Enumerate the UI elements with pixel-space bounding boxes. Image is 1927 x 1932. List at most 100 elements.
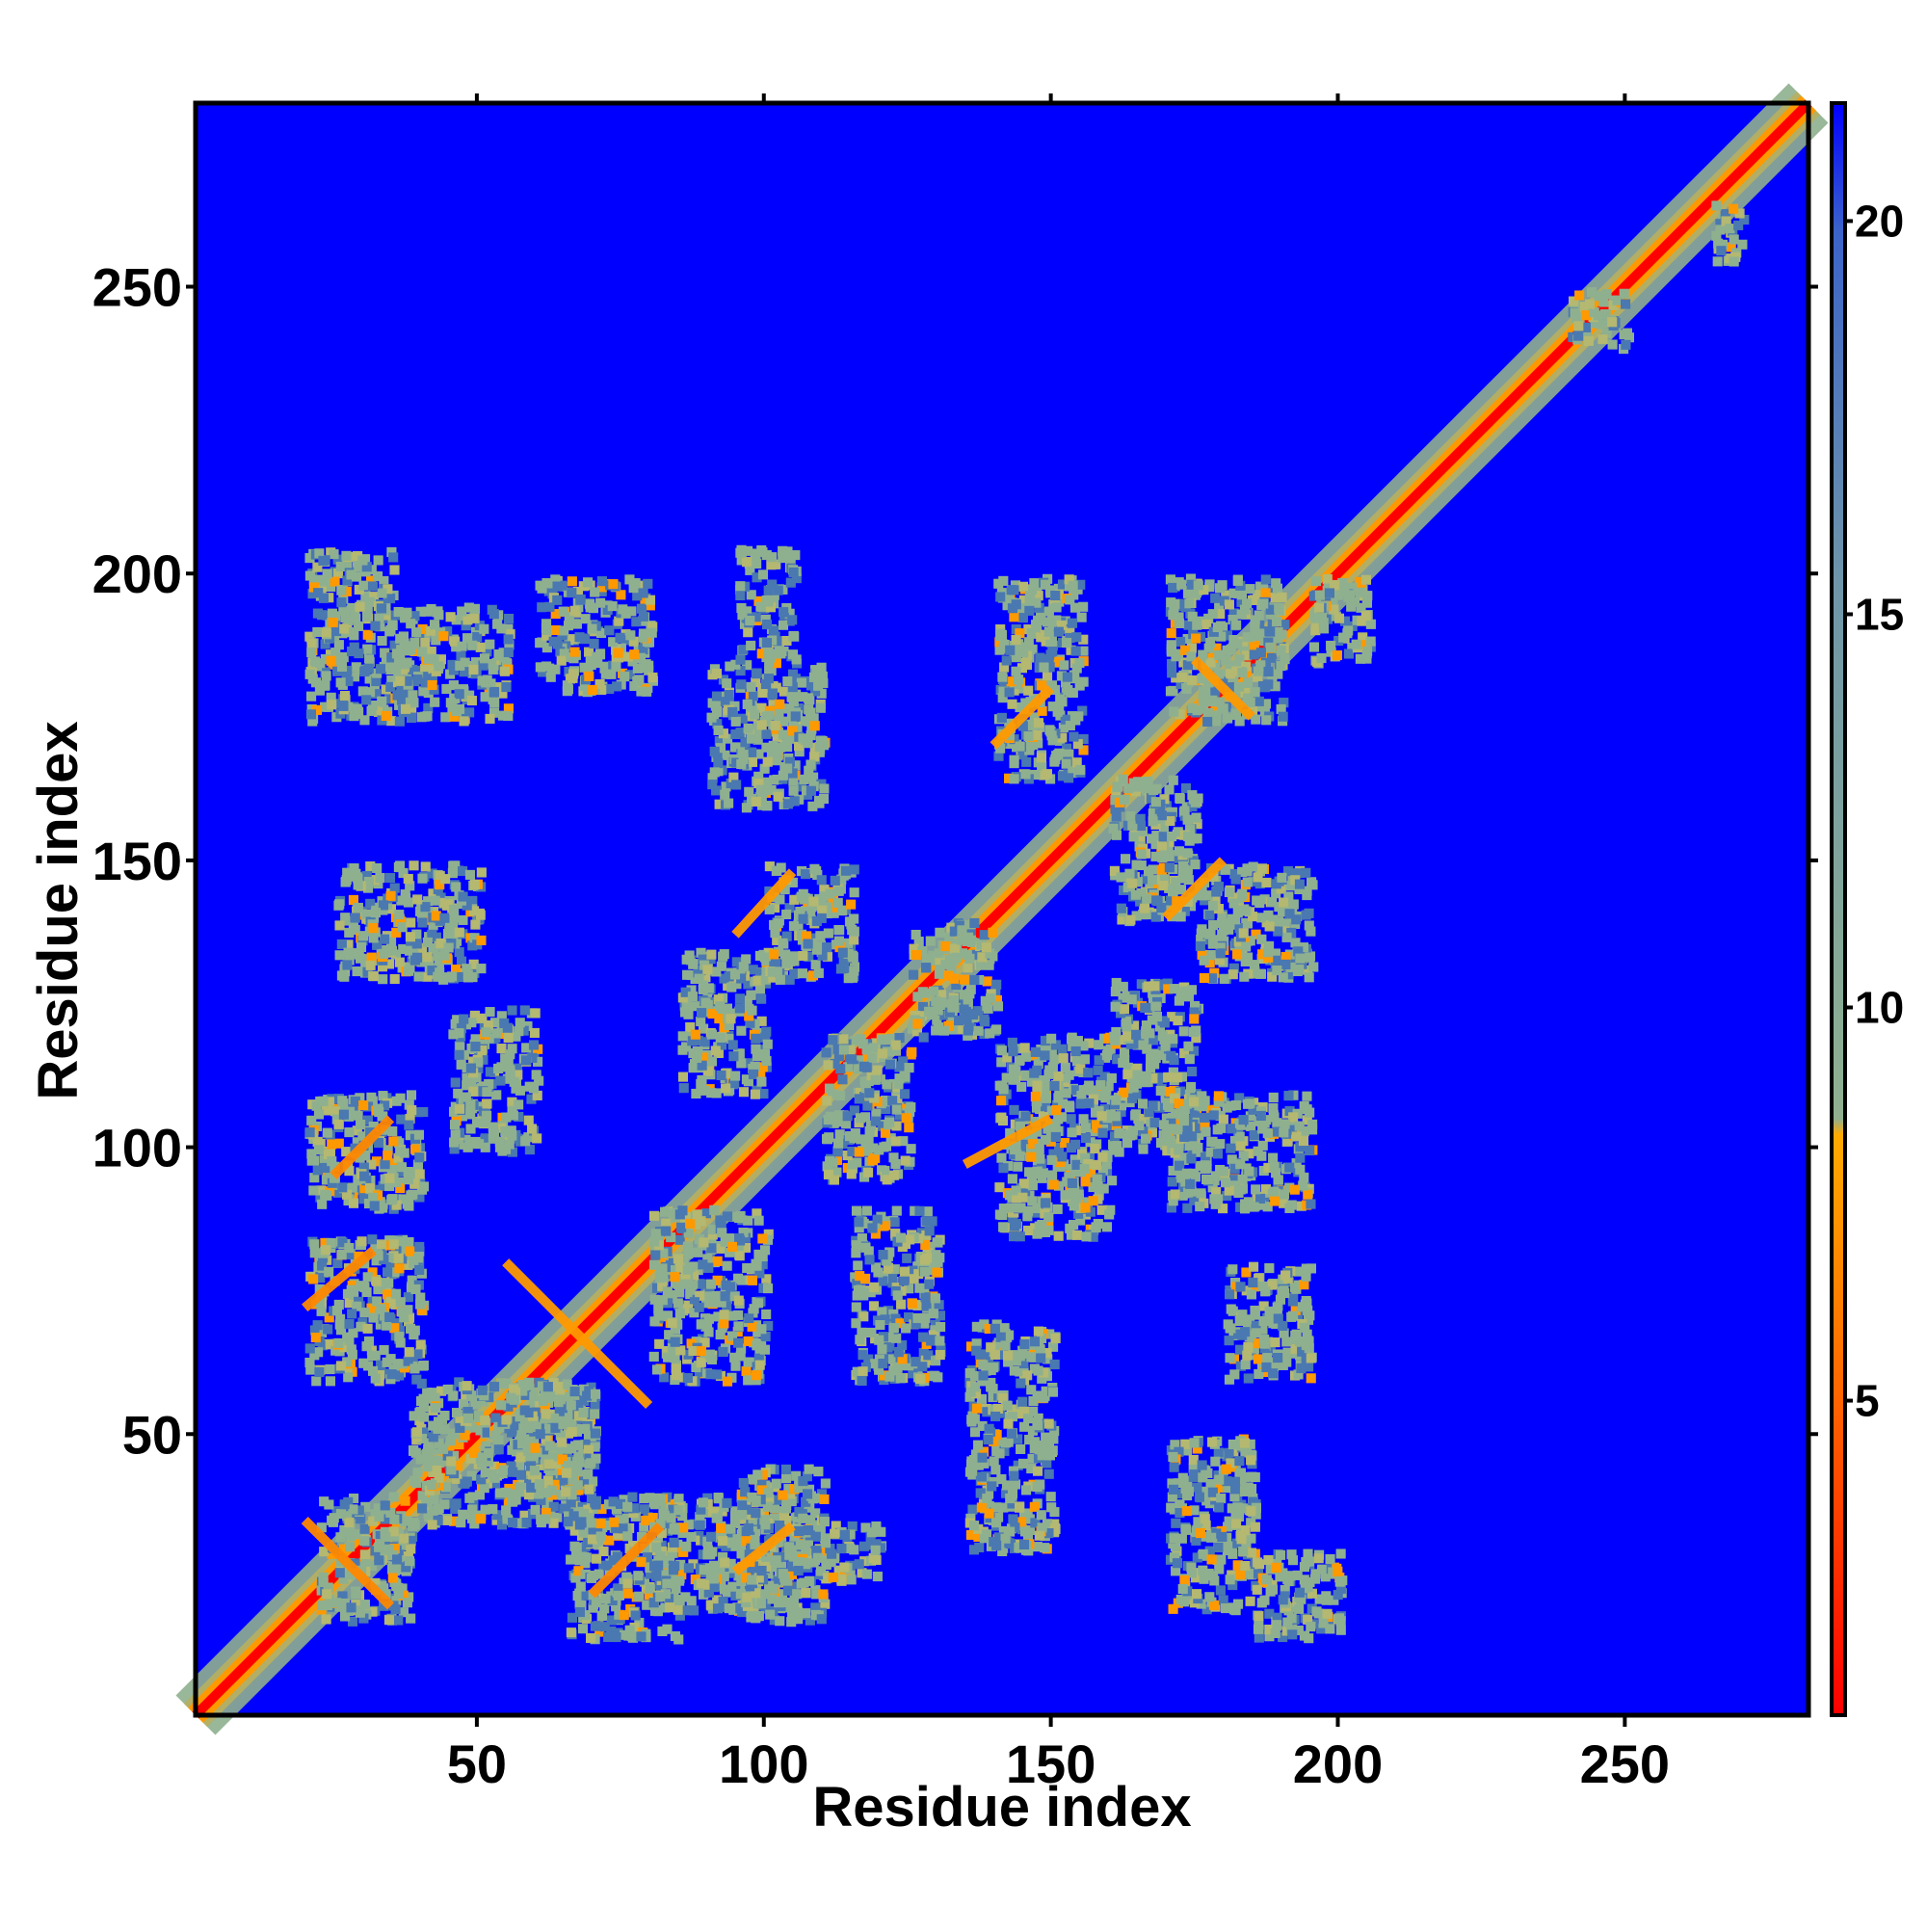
contact-cell: [838, 1034, 849, 1045]
contact-cell: [764, 1494, 775, 1504]
contact-cell: [765, 602, 777, 613]
contact-cell: [353, 550, 363, 562]
contact-cell: [721, 781, 731, 792]
contact-cell: [419, 1412, 430, 1422]
contact-cell: [711, 1513, 722, 1523]
contact-cell: [661, 1226, 672, 1236]
contact-cell: [322, 1127, 332, 1138]
contact-cell: [743, 1375, 753, 1386]
contact-cell: [936, 1342, 946, 1353]
contact-cell: [854, 1094, 864, 1104]
contact-cell: [681, 1000, 692, 1011]
contact-cell: [761, 1274, 772, 1284]
contact-cell: [497, 1469, 508, 1479]
contact-cell: [383, 959, 395, 969]
contact-cell: [782, 546, 793, 557]
contact-cell: [810, 686, 821, 697]
contact-cell: [877, 1307, 887, 1317]
contact-cell: [750, 1525, 761, 1536]
contact-cell: [589, 638, 599, 649]
contact-cell: [628, 1541, 639, 1551]
contact-cell: [841, 1039, 852, 1049]
contact-cell: [355, 1607, 365, 1618]
contact-cell: [350, 913, 360, 923]
contact-cell: [403, 1550, 413, 1562]
contact-cell: [631, 617, 642, 627]
contact-cell: [648, 1598, 659, 1608]
contact-cell: [720, 697, 730, 707]
contact-cell: [383, 1267, 393, 1278]
contact-cell: [753, 1353, 764, 1363]
contact-cell: [454, 689, 464, 700]
contact-cell: [399, 1533, 409, 1544]
contact-cell: [483, 1457, 494, 1468]
contact-cell: [640, 1543, 650, 1554]
contact-cell: [703, 1313, 714, 1324]
contact-cell: [373, 1103, 383, 1114]
contact-cell: [470, 1042, 481, 1052]
contact-cell: [475, 910, 486, 920]
contact-cell: [384, 1180, 395, 1192]
contact-cell: [967, 1411, 978, 1421]
contact-cell: [805, 1515, 816, 1525]
contact-cell: [421, 1393, 432, 1404]
contact-cell: [506, 1125, 516, 1136]
contact-cell: [371, 675, 382, 687]
contact-cell: [754, 984, 766, 994]
contact-cell: [497, 1520, 508, 1530]
contact-cell: [490, 1018, 501, 1028]
contact-cell: [362, 966, 373, 977]
contact-cell: [700, 972, 711, 983]
contact-cell: [852, 1366, 862, 1377]
contact-cell: [358, 1099, 369, 1111]
contact-cell: [887, 1096, 898, 1106]
contact-cell: [550, 624, 562, 636]
contact-cell: [398, 664, 409, 675]
contact-cell: [676, 1222, 687, 1232]
contact-cell: [1021, 1485, 1032, 1495]
contact-cell: [736, 1548, 747, 1559]
contact-cell: [781, 635, 792, 647]
contact-cell: [700, 1298, 712, 1309]
contact-cell: [373, 1503, 383, 1514]
contact-cell: [707, 1568, 719, 1578]
contact-cell: [429, 653, 439, 665]
contact-cell: [677, 1527, 688, 1538]
contact-cell: [416, 1305, 427, 1315]
contact-cell: [718, 1536, 728, 1547]
contact-cell: [998, 1163, 1009, 1174]
contact-cell: [765, 1609, 776, 1620]
contact-cell: [860, 1141, 871, 1152]
contact-cell: [381, 1531, 391, 1542]
contact-cell: [802, 1489, 813, 1499]
contact-cell: [405, 1246, 415, 1257]
contact-cell: [762, 1284, 774, 1294]
contact-cell: [900, 1089, 911, 1099]
contact-cell: [359, 1523, 370, 1534]
contact-cell: [435, 879, 445, 890]
contact-cell: [738, 750, 749, 760]
contact-cell: [412, 665, 423, 675]
contact-cell: [384, 1173, 395, 1183]
contact-cell: [700, 1337, 710, 1348]
contact-cell: [696, 1016, 706, 1027]
contact-cell: [764, 657, 775, 668]
contact-cell: [657, 1295, 668, 1306]
contact-cell: [742, 699, 752, 709]
contact-cell: [314, 1366, 325, 1377]
contact-cell: [769, 1615, 779, 1626]
contact-cell: [849, 1105, 859, 1116]
contact-cell: [736, 679, 747, 690]
contact-cell: [312, 626, 323, 638]
contact-cell: [779, 607, 789, 618]
contact-cell: [394, 910, 405, 920]
contact-cell: [332, 1257, 343, 1269]
contact-cell: [673, 1505, 684, 1516]
contact-cell: [454, 1103, 464, 1114]
contact-cell: [716, 1070, 726, 1080]
contact-cell: [450, 1077, 461, 1088]
contact-cell: [750, 1089, 760, 1099]
contact-cell: [685, 1262, 696, 1273]
contact-cell: [893, 1078, 904, 1090]
contact-cell: [788, 1599, 799, 1609]
